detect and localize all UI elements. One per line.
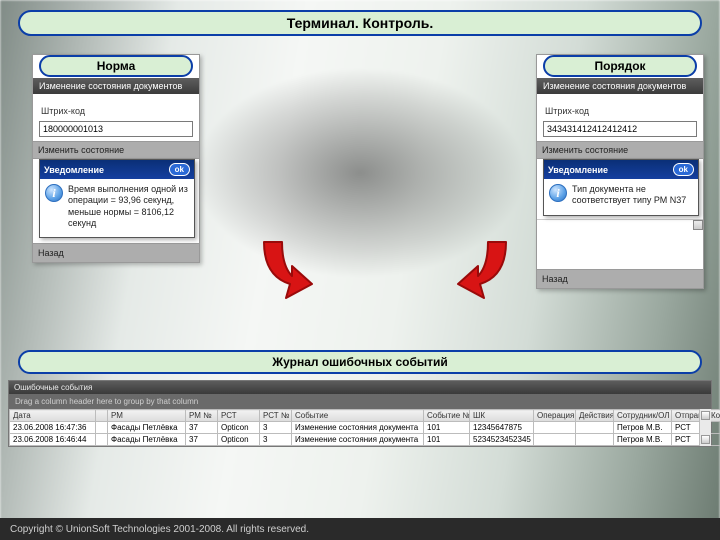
change-state-bar[interactable]: Изменить состояние [33,141,199,159]
panel-subhead: Изменение состояния документов [537,78,703,94]
panel-title-poryadok: Порядок [543,55,697,77]
arrow-down-icon [258,238,318,308]
panel-subhead: Изменение состояния документов [33,78,199,94]
table-header[interactable]: Операция [534,410,576,422]
panel-poryadok: Порядок Изменение состояния документов Ш… [536,54,704,289]
page-title: Терминал. Контроль. [18,10,702,36]
table-header[interactable] [96,410,108,422]
notification-text: Время выполнения одной из операции = 93,… [68,184,188,229]
change-state-bar[interactable]: Изменить состояние [537,141,703,159]
table-header[interactable]: ШК [470,410,534,422]
notification-dialog: Уведомление ok Тип документа не соответс… [543,159,699,216]
table-header[interactable]: Действия [576,410,614,422]
info-icon [549,184,567,202]
table-header[interactable]: РМ [108,410,186,422]
notification-title: Уведомление [44,165,104,175]
table-header[interactable]: Дата [10,410,96,422]
log-table: Дата РМРМ №РСТРСТ №СобытиеСобытие №ШКОпер… [9,409,720,446]
barcode-label: Штрих-код [545,106,697,116]
table-header[interactable]: РСТ [218,410,260,422]
log-group-hint[interactable]: Drag a column header here to group by th… [9,394,711,409]
ok-button[interactable]: ok [169,163,190,176]
table-row[interactable]: 23.06.2008 16:46:44Фасады Петлёвка37Opti… [10,434,720,446]
log-title: Журнал ошибочных событий [18,350,702,374]
ok-button[interactable]: ok [673,163,694,176]
table-header[interactable]: РСТ № [260,410,292,422]
notification-title: Уведомление [548,165,608,175]
panel-norma: Норма Изменение состояния документов Штр… [32,54,200,263]
back-button[interactable]: Назад [537,269,703,288]
notification-dialog: Уведомление ok Время выполнения одной из… [39,159,195,238]
error-log: Ошибочные события Drag a column header h… [8,380,712,447]
barcode-input[interactable] [543,121,697,137]
back-button[interactable]: Назад [33,243,199,262]
log-header: Ошибочные события [9,381,711,394]
barcode-input[interactable] [39,121,193,137]
table-row[interactable]: 23.06.2008 16:47:36Фасады Петлёвка37Opti… [10,422,720,434]
info-icon [45,184,63,202]
table-header[interactable]: Событие № [424,410,470,422]
footer-copyright: Copyright © UnionSoft Technologies 2001-… [0,518,720,540]
arrow-down-icon [452,238,512,308]
panel-title-norma: Норма [39,55,193,77]
table-header[interactable]: Событие [292,410,424,422]
notification-text: Тип документа не соответствует типу РМ N… [572,184,692,207]
table-header[interactable]: РМ № [186,410,218,422]
scroll-handle[interactable] [693,220,703,230]
barcode-label: Штрих-код [41,106,193,116]
scrollbar[interactable] [699,409,711,446]
table-header[interactable]: Сотрудник/ОЛ [614,410,672,422]
